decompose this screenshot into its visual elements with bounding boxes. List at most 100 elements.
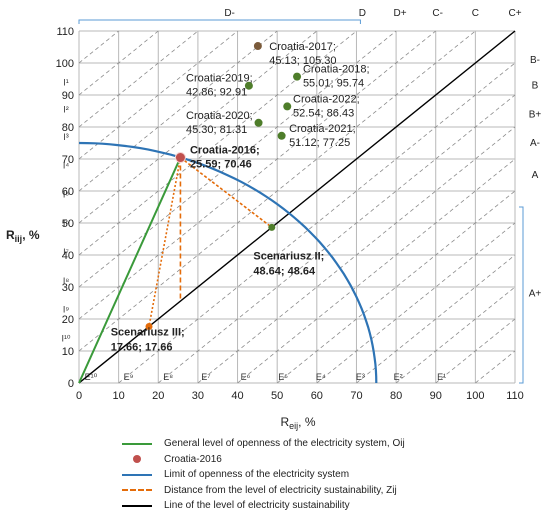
diagonal-guide-line (237, 158, 516, 384)
i-level-label: I⁸ (63, 276, 70, 286)
right-zone-bracket (519, 206, 524, 384)
x-tick-label: 80 (390, 390, 402, 402)
x-tick-label: 100 (466, 390, 484, 402)
e-level-label: E⁹ (124, 372, 134, 382)
legend-symbol (118, 438, 156, 450)
scenario-value-label: 17.66; 17.66 (111, 341, 173, 353)
i-level-label: I⁷ (63, 247, 69, 257)
y-tick-label: 0 (68, 378, 74, 390)
point-name-label: Croatia-2018; (303, 64, 370, 76)
point-value-label: 52.54; 86.43 (293, 107, 354, 119)
x-tick-label: 0 (76, 390, 82, 402)
e-level-label: E⁷ (201, 372, 210, 382)
e-level-label: E⁸ (163, 372, 173, 382)
openness-limit-arc (78, 141, 378, 384)
diagonal-guide-line (78, 30, 199, 128)
point-value-label: 55.01; 95.74 (303, 78, 364, 90)
e-level-label: E¹⁰ (85, 372, 98, 382)
legend-dot (133, 455, 141, 464)
x-tick-label: 10 (113, 390, 125, 402)
top-zone-label: D- (224, 8, 235, 19)
legend-label: Limit of openness of the electricity sys… (164, 469, 350, 481)
e-level-label: E⁴ (316, 372, 326, 382)
scenario-point (145, 322, 153, 330)
axis-titles: Reij, % Riij, % (6, 228, 316, 431)
diagonal-guide-line (435, 318, 516, 384)
top-zone-label: C+ (508, 8, 521, 19)
top-zone-bracket (78, 19, 361, 24)
legend-item: Distance from the level of electricity s… (118, 483, 538, 499)
legend-label: Line of the level of electricity sustain… (164, 500, 350, 512)
series-layer (78, 30, 516, 384)
diagonal-guide-line (78, 30, 357, 256)
x-tick-label: 20 (152, 390, 164, 402)
data-point (254, 118, 263, 127)
diagonal-guide-line (78, 30, 119, 64)
legend-label: Distance from the level of electricity s… (164, 484, 397, 496)
right-zone-label: B- (530, 55, 540, 66)
y-tick-label: 80 (62, 122, 74, 134)
right-zone-label: A (532, 170, 539, 181)
x-tick-label: 110 (506, 390, 524, 402)
point-name-label: Croatia-2022; (293, 93, 360, 105)
legend: General level of openness of the electri… (118, 436, 538, 514)
openness-line (78, 157, 182, 384)
i-level-label: I⁶ (63, 218, 70, 228)
right-zone-label: B (532, 81, 539, 92)
point-name-label: Croatia-2017; (269, 41, 336, 53)
right-zone-label: A- (530, 138, 540, 149)
e-level-label: E¹ (437, 372, 446, 382)
x-tick-label: 90 (430, 390, 442, 402)
legend-symbol (118, 484, 156, 496)
i-level-label: I¹ (63, 77, 69, 87)
y-tick-label: 100 (56, 58, 74, 70)
legend-symbol (118, 469, 156, 481)
point-value-label: 45.30; 81.31 (186, 124, 247, 136)
x-tick-label: 30 (192, 390, 204, 402)
right-zone-label: A+ (529, 289, 542, 300)
tick-labels: 0 10 20 30 40 50 60 70 80 90 100 110 0 10 20 30 40 50 60 70… (56, 26, 524, 402)
x-tick-label: 40 (231, 390, 243, 402)
zone-labels: D- D D+ C- C C+ B- B B+ A- A A+ I¹ I² I³ I⁴ I⁵ I⁶ I⁷ I⁸ I⁹ I¹… (61, 8, 542, 384)
y-tick-label: 90 (62, 90, 74, 102)
i-level-label: I⁹ (63, 305, 70, 315)
e-level-label: E⁶ (241, 372, 251, 382)
distance-line (179, 156, 273, 228)
diagonal-guide-line (78, 30, 278, 192)
top-zone-label: D (359, 8, 366, 19)
y-tick-label: 60 (62, 186, 74, 198)
top-zone-label: C- (432, 8, 443, 19)
y-tick-label: 110 (56, 26, 74, 38)
x-tick-label: 50 (271, 390, 283, 402)
diagonal-guide-line (475, 350, 516, 384)
point-value-label: 45.13; 105.30 (269, 55, 336, 67)
scenario-name-label: Scenariusz III; (111, 326, 185, 338)
diagonal-guide-line (276, 190, 516, 384)
legend-line (122, 473, 152, 476)
legend-line (122, 504, 152, 507)
legend-line (122, 489, 152, 492)
data-point (283, 102, 292, 111)
y-tick-label: 10 (62, 346, 74, 358)
y-tick-label: 70 (62, 154, 74, 166)
x-axis-title: Reij, % (280, 415, 315, 431)
data-point (174, 152, 186, 164)
data-point (277, 131, 286, 140)
top-zone-label: D+ (394, 8, 407, 19)
x-tick-label: 70 (350, 390, 362, 402)
scenario-name-label: Scenariusz II; (253, 250, 324, 262)
y-axis-title: Riij, % (6, 228, 40, 244)
diagonal-guide-line (197, 126, 516, 384)
y-tick-label: 50 (62, 218, 74, 230)
diagonal-guide-line (78, 30, 476, 352)
e-level-label: E⁵ (278, 372, 288, 382)
right-zone-label: B+ (529, 109, 542, 120)
point-name-label: Croatia-2019; (186, 73, 253, 85)
point-name-label: Croatia-2020; (186, 110, 253, 122)
point-name-label: Croatia-2016; (190, 145, 260, 157)
data-point (253, 42, 262, 51)
legend-symbol (118, 500, 156, 512)
point-value-label: 51.12; 77.25 (289, 137, 350, 149)
